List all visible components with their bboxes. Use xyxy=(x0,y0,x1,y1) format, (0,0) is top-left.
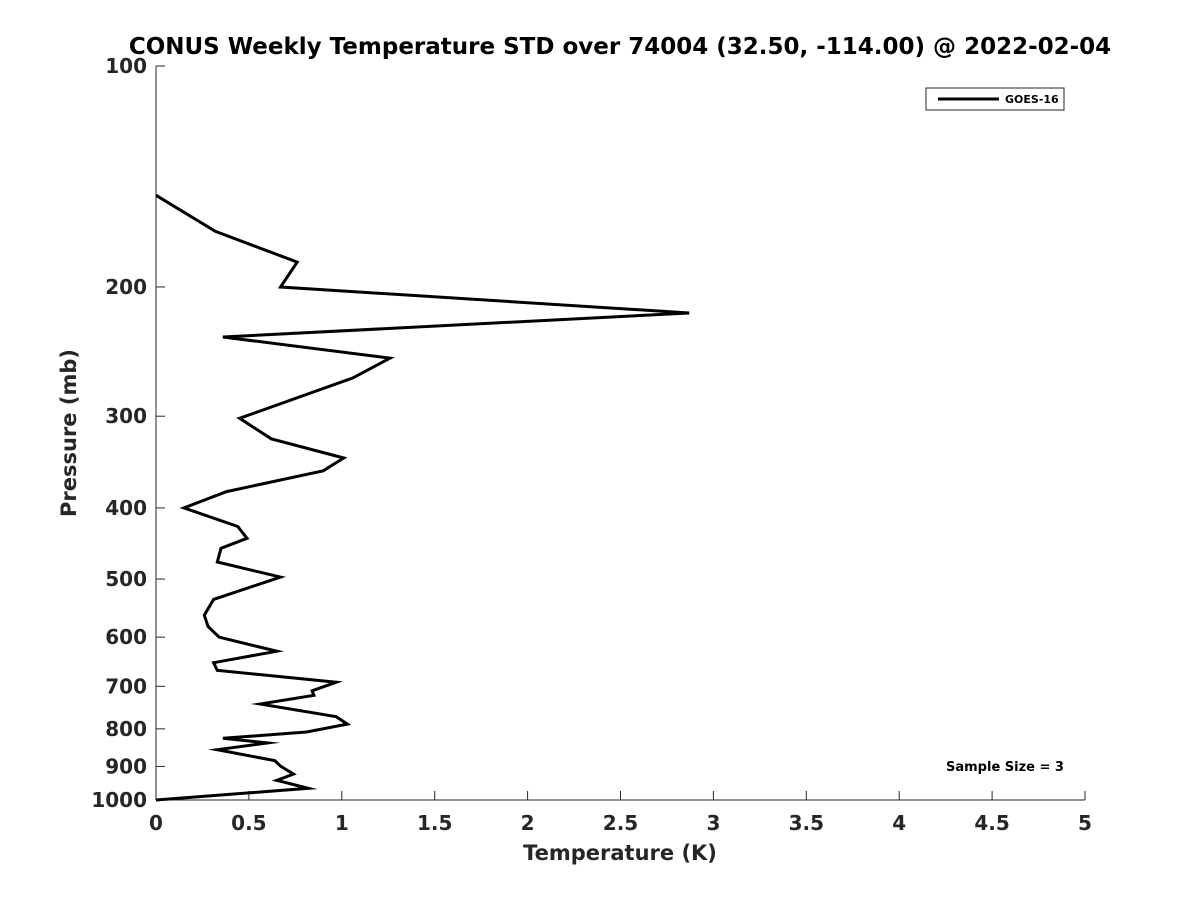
sample-size-annotation: Sample Size = 3 xyxy=(946,760,1064,775)
x-tick-label: 4 xyxy=(892,811,906,835)
x-tick-label: 1 xyxy=(335,811,349,835)
y-tick-label: 200 xyxy=(105,275,147,299)
x-tick-label: 3.5 xyxy=(789,811,824,835)
x-tick-label: 0 xyxy=(149,811,163,835)
x-tick-label: 1.5 xyxy=(417,811,452,835)
y-tick-label: 500 xyxy=(105,567,147,591)
chart-title: CONUS Weekly Temperature STD over 74004 … xyxy=(129,34,1111,60)
plot-axes xyxy=(155,66,1085,801)
series-line-goes-16 xyxy=(155,194,690,802)
y-tick-label: 300 xyxy=(105,404,147,428)
y-tick-label: 800 xyxy=(105,717,147,741)
x-axis-label: Temperature (K) xyxy=(523,841,717,865)
y-tick-label: 700 xyxy=(105,674,147,698)
y-tick-label: 900 xyxy=(105,754,147,778)
legend-label: GOES-16 xyxy=(1005,93,1059,106)
y-tick-label: 600 xyxy=(105,625,147,649)
legend: GOES-16 xyxy=(925,87,1065,111)
x-tick-label: 2 xyxy=(521,811,535,835)
y-tick-label: 1000 xyxy=(91,788,147,812)
y-tick-label: 100 xyxy=(105,54,147,78)
series-group xyxy=(155,194,690,802)
x-tick-label: 2.5 xyxy=(603,811,638,835)
y-tick-label: 400 xyxy=(105,496,147,520)
y-ticks: 100 200 300 400 500 600 700 800 900 1000 xyxy=(91,54,165,812)
x-ticks: 0 0.5 1 1.5 2 2.5 3 3.5 4 4.5 5 xyxy=(149,791,1092,835)
x-tick-label: 0.5 xyxy=(231,811,266,835)
x-tick-label: 4.5 xyxy=(974,811,1009,835)
y-axis-label: Pressure (mb) xyxy=(57,349,81,517)
x-tick-label: 5 xyxy=(1078,811,1092,835)
x-tick-label: 3 xyxy=(706,811,720,835)
